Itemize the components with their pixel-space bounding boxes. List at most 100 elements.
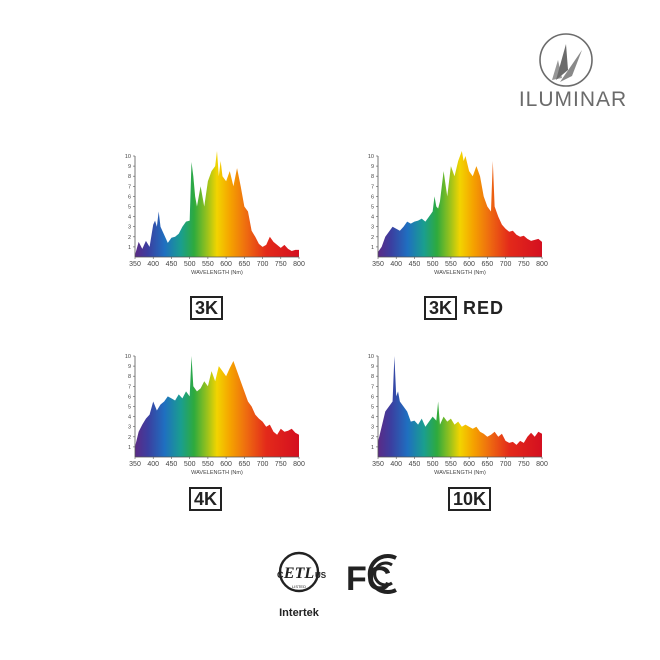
y-tick-label: 3	[371, 225, 374, 231]
y-tick-label: 3	[371, 425, 374, 431]
x-tick-label: 400	[147, 461, 159, 468]
chart-label: 3K	[190, 296, 224, 320]
x-tick-label: 400	[390, 461, 402, 468]
label-badge-3k: 3K	[190, 296, 224, 320]
y-tick-label: 1	[128, 245, 131, 251]
x-axis-label: WAVELENGTH (Nm)	[434, 270, 486, 276]
x-tick-label: 650	[238, 461, 250, 468]
x-tick-label: 350	[129, 261, 141, 268]
x-tick-label: 350	[129, 461, 141, 468]
brand-logo: ILUMINAR	[508, 30, 638, 120]
x-tick-label: 650	[238, 261, 250, 268]
y-tick-label: 10	[368, 354, 374, 360]
x-tick-label: 600	[463, 461, 475, 468]
y-tick-label: 7	[128, 384, 131, 390]
y-tick-label: 5	[371, 205, 374, 211]
etl-logo-icon: C US ETL LISTED	[277, 551, 327, 593]
etl-c-text: C	[277, 570, 284, 580]
chart-label: 4K	[189, 487, 223, 511]
y-tick-label: 4	[371, 415, 374, 421]
y-tick-label: 10	[125, 354, 131, 360]
x-tick-label: 750	[518, 261, 530, 268]
x-tick-label: 550	[202, 261, 214, 268]
y-tick-label: 4	[371, 215, 374, 221]
y-tick-label: 6	[371, 394, 374, 400]
spectrum-area	[135, 356, 299, 457]
x-tick-label: 600	[463, 261, 475, 268]
x-axis-label: WAVELENGTH (Nm)	[191, 470, 243, 476]
spectrum-chart-4k: 1 2 3 4 5 6 7 8 9 10 350 400 450 500 550 600 650 700 750 80…	[125, 354, 305, 476]
x-tick-label: 350	[372, 261, 384, 268]
x-tick-label: 350	[372, 461, 384, 468]
y-tick-label: 1	[371, 445, 374, 451]
brand-name: ILUMINAR	[518, 88, 628, 111]
x-tick-label: 450	[166, 261, 178, 268]
etl-listed-mark: C US ETL LISTED Intertek	[268, 548, 330, 619]
chart-label-extra: RED	[463, 297, 505, 318]
y-tick-label: 7	[371, 184, 374, 190]
y-tick-label: 4	[128, 415, 131, 421]
y-tick-label: 5	[128, 205, 131, 211]
y-tick-label: 9	[371, 364, 374, 370]
x-tick-label: 750	[275, 461, 287, 468]
y-tick-label: 2	[128, 235, 131, 241]
etl-us-text: US	[315, 571, 327, 580]
y-tick-label: 7	[371, 384, 374, 390]
x-tick-label: 450	[409, 261, 421, 268]
y-tick-label: 2	[371, 435, 374, 441]
x-tick-label: 800	[293, 261, 305, 268]
label-badge-10k: 10K	[448, 487, 492, 511]
x-tick-label: 600	[220, 461, 232, 468]
y-tick-label: 10	[368, 154, 374, 160]
etl-listed-text: LISTED	[292, 584, 306, 589]
x-tick-label: 600	[220, 261, 232, 268]
y-tick-label: 7	[128, 184, 131, 190]
x-tick-label: 400	[390, 261, 402, 268]
x-tick-label: 750	[518, 461, 530, 468]
y-tick-label: 9	[128, 164, 131, 170]
y-tick-label: 9	[128, 364, 131, 370]
y-tick-label: 3	[128, 225, 131, 231]
y-tick-label: 6	[371, 194, 374, 200]
x-tick-label: 700	[257, 261, 269, 268]
chart-label: 10K	[448, 487, 492, 511]
spectrum-chart-3k: 1 2 3 4 5 6 7 8 9 10 350 400 450 500 550 600 650 700 750 80…	[125, 150, 305, 276]
x-tick-label: 800	[293, 461, 305, 468]
y-tick-label: 3	[128, 425, 131, 431]
label-badge-3k-red: 3K RED	[424, 296, 504, 320]
x-tick-label: 500	[184, 261, 196, 268]
x-tick-label: 400	[147, 261, 159, 268]
y-tick-label: 6	[128, 194, 131, 200]
x-tick-label: 700	[500, 461, 512, 468]
y-tick-label: 2	[128, 435, 131, 441]
y-tick-label: 4	[128, 215, 131, 221]
spectrum-chart-3k-red: 1 2 3 4 5 6 7 8 9 10 350 400 450 500 550 600 650 700 750 80…	[368, 150, 548, 276]
x-axis-label: WAVELENGTH (Nm)	[191, 270, 243, 276]
y-tick-label: 8	[128, 174, 131, 180]
x-tick-label: 700	[500, 261, 512, 268]
x-tick-label: 550	[445, 261, 457, 268]
x-tick-label: 750	[275, 261, 287, 268]
x-tick-label: 500	[184, 461, 196, 468]
x-tick-label: 450	[409, 461, 421, 468]
x-tick-label: 550	[202, 461, 214, 468]
y-tick-label: 5	[128, 405, 131, 411]
spectrum-area	[378, 356, 542, 457]
y-tick-label: 1	[371, 245, 374, 251]
x-tick-label: 700	[257, 461, 269, 468]
y-tick-label: 10	[125, 154, 131, 160]
x-tick-label: 650	[481, 261, 493, 268]
x-tick-label: 500	[427, 261, 439, 268]
etl-mark-text: ETL	[283, 565, 314, 582]
label-badge-4k: 4K	[189, 487, 223, 511]
y-tick-label: 6	[128, 394, 131, 400]
x-tick-label: 500	[427, 461, 439, 468]
y-tick-label: 8	[371, 374, 374, 380]
spectrum-chart-10k: 1 2 3 4 5 6 7 8 9 10 350 400 450 500 550 600 650 700 750 80…	[368, 354, 548, 476]
y-tick-label: 9	[371, 164, 374, 170]
x-tick-label: 650	[481, 461, 493, 468]
x-tick-label: 550	[445, 461, 457, 468]
logo-mark-icon	[539, 33, 593, 87]
y-tick-label: 1	[128, 445, 131, 451]
chart-label: 3K	[424, 296, 458, 320]
